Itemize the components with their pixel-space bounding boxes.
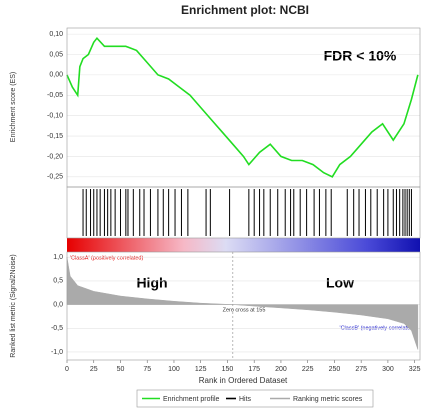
annotation: Low (326, 275, 354, 291)
y-tick-label: 1,0 (53, 254, 63, 261)
x-tick-label: 125 (195, 366, 207, 373)
legend-label: Hits (239, 396, 252, 403)
y-tick-label: -0,15 (47, 133, 63, 140)
color-bar (67, 238, 420, 252)
annotation: FDR < 10% (324, 48, 397, 64)
y-axis-label: Enrichment score (ES) (10, 72, 17, 142)
class-label: 'ClassA' (positively correlated) (70, 255, 143, 261)
y-tick-label: 0,5 (53, 278, 63, 285)
annotation: Zero cross at 155 (223, 307, 266, 313)
plot-frame (66, 186, 421, 239)
x-tick-label: 325 (409, 366, 421, 373)
annotation: High (136, 275, 167, 291)
x-tick-label: 50 (117, 366, 125, 373)
es-line (66, 36, 419, 178)
x-tick-label: 225 (302, 366, 314, 373)
x-tick-label: 300 (382, 366, 394, 373)
y-tick-label: 0,00 (49, 72, 63, 79)
x-tick-label: 25 (90, 366, 98, 373)
x-tick-label: 150 (222, 366, 234, 373)
y-tick-label: 0,10 (49, 31, 63, 38)
x-tick-label: 200 (275, 366, 287, 373)
y-tick-label: -0,25 (47, 174, 63, 181)
y-tick-label: -1,0 (51, 349, 63, 356)
legend (136, 389, 374, 408)
y-tick-label: -0,20 (47, 153, 63, 160)
y-tick-label: -0,10 (47, 112, 63, 119)
y-tick-label: 0,05 (49, 51, 63, 58)
x-tick-label: 250 (329, 366, 341, 373)
legend-label: Enrichment profile (163, 396, 220, 403)
metric-area (66, 257, 419, 350)
chart-title: Enrichment plot: NCBI (181, 3, 309, 17)
y-tick-label: -0,5 (51, 325, 63, 332)
plot-frame (66, 251, 421, 361)
y-tick-label: -0,05 (47, 92, 63, 99)
x-axis-label: Rank in Ordered Dataset (199, 376, 288, 385)
y-tick-label: 0,0 (53, 301, 63, 308)
x-tick-label: 75 (143, 366, 151, 373)
x-tick-label: 100 (168, 366, 180, 373)
legend-label: Ranking metric scores (293, 396, 363, 403)
x-tick-label: 275 (355, 366, 367, 373)
y-axis-label: Ranked list metric (Signal2Noise) (10, 254, 17, 357)
x-tick-label: 0 (65, 366, 69, 373)
x-tick-label: 175 (248, 366, 260, 373)
